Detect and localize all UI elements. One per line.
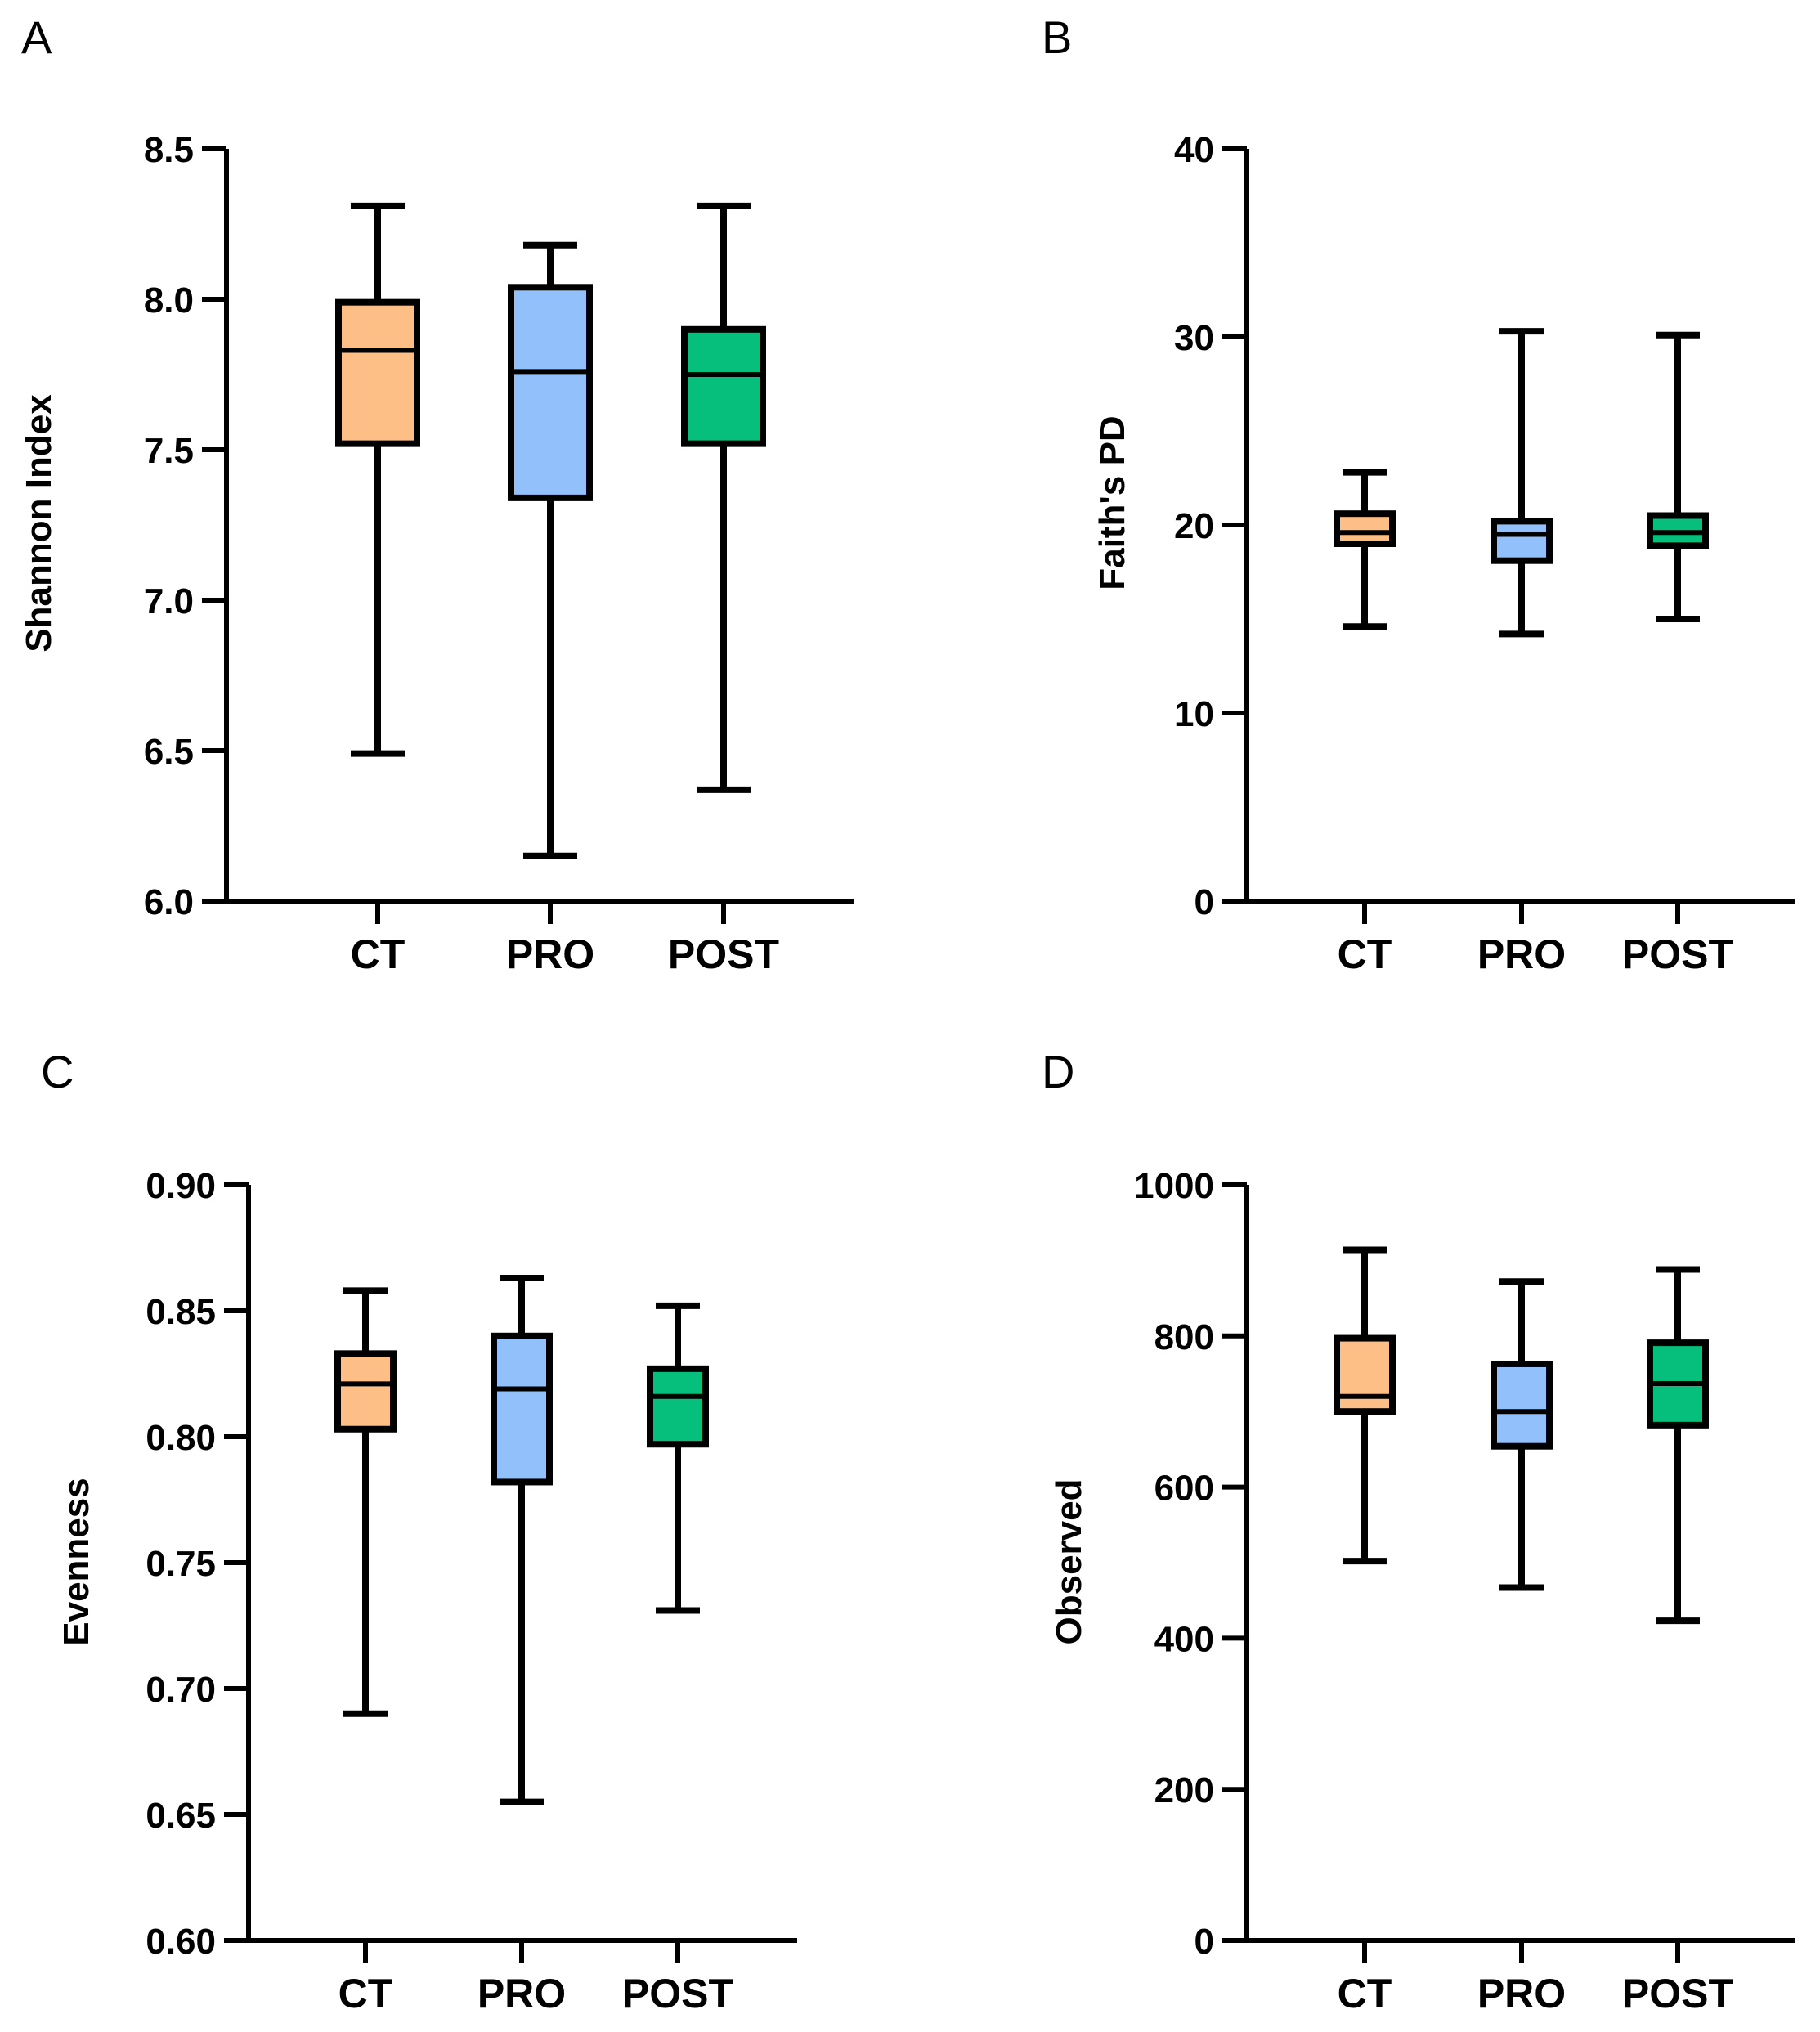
panel-label-b: B bbox=[1042, 11, 1073, 63]
x-category-label-pro: PRO bbox=[1477, 931, 1566, 977]
box-post bbox=[1647, 1266, 1709, 1625]
box-ct bbox=[334, 1287, 397, 1717]
box-ct bbox=[1334, 1246, 1396, 1565]
y-tick-label: 800 bbox=[1154, 1317, 1214, 1357]
y-tick-label: 0.85 bbox=[146, 1292, 216, 1332]
panel-label-c: C bbox=[41, 1046, 74, 1097]
chart-panel-a: 6.0 6.5 7.0 7.5 8.0 8.5 CT PRO POST Shannon Index bbox=[19, 130, 854, 977]
y-tick-label: 40 bbox=[1174, 130, 1214, 170]
panel-label-a: A bbox=[21, 11, 52, 63]
y-axis-title: Faith's PD bbox=[1092, 415, 1132, 590]
y-tick-label: 0.75 bbox=[146, 1544, 216, 1584]
box-ct bbox=[1334, 469, 1396, 630]
y-axis-title: Shannon Index bbox=[19, 394, 59, 653]
box-iqr bbox=[335, 298, 420, 447]
chart-panel-d: 0 200 400 600 800 1000 CT PRO POST Observed bbox=[1049, 1166, 1795, 2016]
y-tick-label: 600 bbox=[1154, 1469, 1214, 1509]
y-tick-label: 30 bbox=[1174, 318, 1214, 358]
y-tick-label: 8.5 bbox=[144, 130, 194, 170]
x-category-label-post: POST bbox=[1622, 931, 1733, 977]
y-tick-label: 200 bbox=[1154, 1770, 1214, 1810]
x-category-label-pro: PRO bbox=[477, 1971, 566, 2016]
x-category-label-post: POST bbox=[668, 931, 779, 977]
box-pro bbox=[491, 1274, 553, 1805]
x-category-label-pro: PRO bbox=[1477, 1971, 1566, 2016]
y-tick-label: 0.65 bbox=[146, 1796, 216, 1836]
x-category-label-ct: CT bbox=[338, 1971, 393, 2016]
y-tick-label: 7.0 bbox=[144, 581, 194, 621]
x-category-label-post: POST bbox=[1622, 1971, 1733, 2016]
box-iqr bbox=[1491, 1360, 1553, 1450]
x-category-label-ct: CT bbox=[351, 931, 406, 977]
box-iqr bbox=[1334, 1334, 1396, 1415]
y-tick-label: 0.60 bbox=[146, 1922, 216, 1962]
box-iqr bbox=[681, 325, 766, 447]
box-iqr bbox=[508, 284, 593, 501]
box-post bbox=[681, 202, 766, 793]
y-axis-title: Evenness bbox=[56, 1478, 96, 1645]
y-tick-label: 20 bbox=[1174, 506, 1214, 546]
box-post bbox=[647, 1302, 709, 1614]
box-pro bbox=[508, 241, 593, 859]
x-category-label-post: POST bbox=[622, 1971, 733, 2016]
box-iqr bbox=[491, 1332, 553, 1486]
x-category-label-pro: PRO bbox=[506, 931, 594, 977]
box-pro bbox=[1491, 328, 1553, 638]
y-tick-label: 6.5 bbox=[144, 732, 194, 772]
y-tick-label: 400 bbox=[1154, 1619, 1214, 1659]
box-iqr bbox=[1334, 510, 1396, 548]
x-category-label-ct: CT bbox=[1338, 1971, 1392, 2016]
y-tick-label: 0 bbox=[1195, 1922, 1214, 1962]
y-tick-label: 0.90 bbox=[146, 1166, 216, 1206]
box-iqr bbox=[1491, 518, 1553, 564]
chart-panel-b: 0 10 20 30 40 CT PRO POST Faith's PD bbox=[1092, 130, 1795, 977]
box-iqr bbox=[647, 1365, 709, 1448]
box-iqr bbox=[334, 1350, 397, 1433]
panel-label-d: D bbox=[1042, 1046, 1075, 1097]
box-ct bbox=[335, 202, 420, 757]
x-category-label-ct: CT bbox=[1338, 931, 1392, 977]
y-tick-label: 8.0 bbox=[144, 280, 194, 321]
box-pro bbox=[1491, 1278, 1553, 1591]
y-tick-label: 10 bbox=[1174, 694, 1214, 734]
y-axis-title: Observed bbox=[1049, 1479, 1089, 1645]
y-tick-label: 0.80 bbox=[146, 1418, 216, 1458]
y-tick-label: 0 bbox=[1195, 882, 1214, 922]
chart-panel-c: 0.60 0.65 0.70 0.75 0.80 0.85 0.90 CT PRO POST Eve… bbox=[56, 1166, 797, 2016]
y-tick-label: 6.0 bbox=[144, 882, 194, 922]
y-tick-label: 1000 bbox=[1134, 1166, 1214, 1206]
box-post bbox=[1647, 331, 1709, 622]
y-tick-label: 0.70 bbox=[146, 1670, 216, 1710]
y-tick-label: 7.5 bbox=[144, 431, 194, 471]
